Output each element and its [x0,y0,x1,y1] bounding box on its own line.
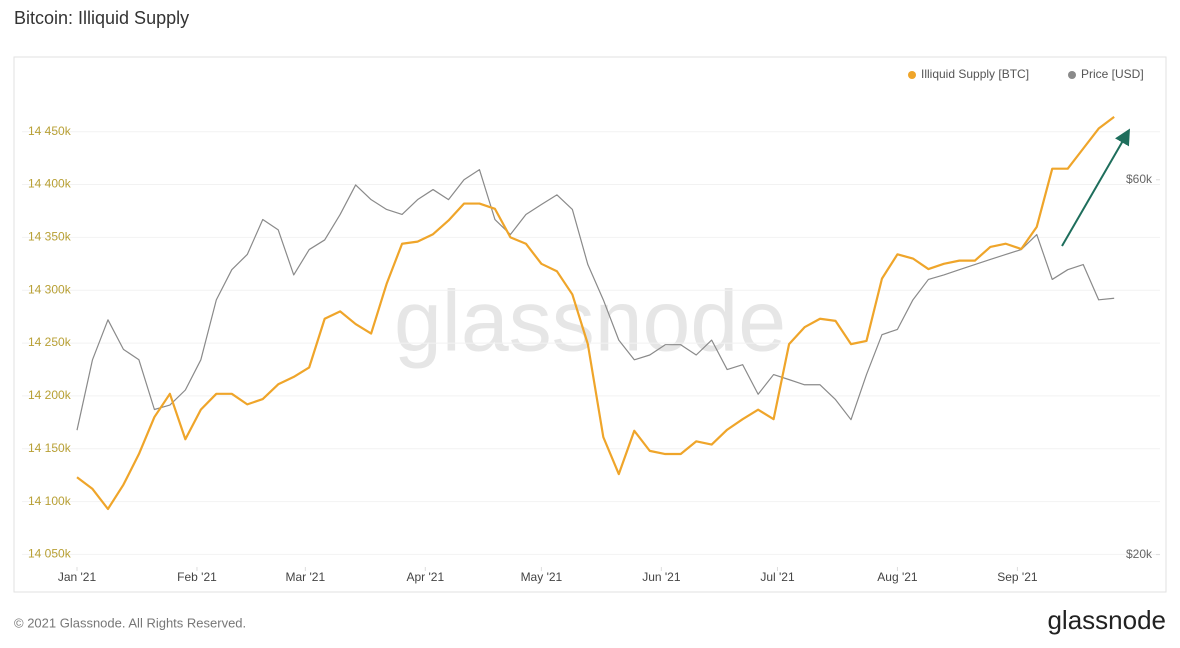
y-tick-label: 14 450k [28,124,72,138]
y2-tick-label: $60k [1126,172,1153,186]
x-tick-label: Feb '21 [177,570,217,584]
y2-tick-label: $20k [1126,547,1153,561]
grid [22,131,1160,555]
legend-marker [908,71,916,79]
labels: 14 050k 14 100k 14 150k 14 200k 14 250k 14 30… [28,67,1160,584]
y-tick-label: 14 200k [28,388,72,402]
x-tick-label: Jun '21 [642,570,681,584]
legend-label: Illiquid Supply [BTC] [921,67,1029,81]
trend-arrow [1061,128,1131,247]
series-line [76,169,1115,431]
y-tick-label: 14 250k [28,335,72,349]
legend-label: Price [USD] [1081,67,1144,81]
x-tick-label: Aug '21 [877,570,918,584]
y-tick-label: 14 050k [28,547,72,561]
x-tick-label: Sep '21 [997,570,1038,584]
x-tick-label: May '21 [521,570,563,584]
x-tick-label: Jan '21 [58,570,97,584]
x-tick-label: Mar '21 [286,570,326,584]
y-tick-label: 14 150k [28,441,72,455]
x-tick-label: Jul '21 [760,570,795,584]
page-title: Bitcoin: Illiquid Supply [14,8,189,28]
lines [76,116,1115,511]
series-line [76,116,1115,511]
y-tick-label: 14 100k [28,494,72,508]
copyright: © 2021 Glassnode. All Rights Reserved. [14,615,246,630]
y-tick-label: 14 350k [28,230,72,244]
y-tick-label: 14 300k [28,282,72,296]
y-tick-label: 14 400k [28,177,72,191]
legend-marker [1068,71,1076,79]
x-tick-label: Apr '21 [406,570,444,584]
logo: glassnode [1047,605,1166,635]
chart-frame [13,56,1167,593]
